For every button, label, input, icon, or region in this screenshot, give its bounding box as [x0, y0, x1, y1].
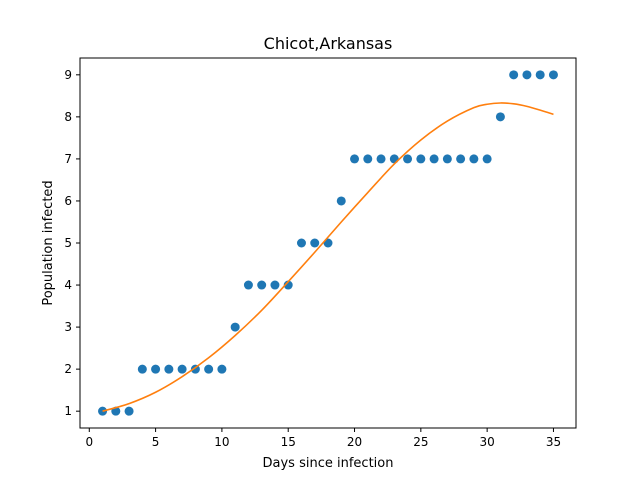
data-point	[350, 154, 360, 164]
data-point	[257, 280, 267, 290]
data-point	[151, 364, 161, 374]
data-point	[296, 238, 306, 248]
y-tick-label: 4	[64, 278, 72, 292]
data-point	[336, 196, 346, 206]
x-tick-label: 20	[347, 435, 362, 449]
data-point	[509, 70, 519, 80]
y-axis: 1 2 3 4 5 6 7 8 9	[64, 68, 80, 418]
y-tick-label: 3	[64, 320, 72, 334]
data-point	[283, 280, 293, 290]
x-tick-label: 10	[214, 435, 229, 449]
x-tick-label: 0	[85, 435, 93, 449]
y-axis-label: Population infected	[41, 180, 56, 305]
x-axis-label: Days since infection	[263, 456, 394, 471]
x-tick-label: 35	[546, 435, 561, 449]
data-point	[243, 280, 253, 290]
y-tick-label: 5	[64, 236, 72, 250]
data-point	[495, 112, 505, 122]
y-tick-label: 1	[64, 404, 72, 418]
data-point	[363, 154, 373, 164]
x-tick-label: 30	[480, 435, 495, 449]
data-point	[376, 154, 386, 164]
chart-marks	[98, 70, 558, 416]
y-tick-label: 6	[64, 194, 72, 208]
data-point	[310, 238, 320, 248]
data-point	[535, 70, 545, 80]
data-point	[230, 322, 240, 332]
data-point	[548, 70, 558, 80]
data-point	[469, 154, 479, 164]
x-axis: 0 5 10 15 20 25 30 35	[85, 428, 561, 449]
y-tick-label: 9	[64, 68, 72, 82]
data-point	[177, 364, 187, 374]
chart-title: Chicot,Arkansas	[264, 34, 393, 53]
y-tick-label: 8	[64, 110, 72, 124]
data-point	[124, 406, 134, 416]
data-point	[456, 154, 466, 164]
data-point	[442, 154, 452, 164]
data-point	[137, 364, 147, 374]
data-point	[522, 70, 532, 80]
data-point	[270, 280, 280, 290]
data-point	[204, 364, 214, 374]
x-tick-label: 5	[152, 435, 160, 449]
y-tick-label: 7	[64, 152, 72, 166]
x-tick-label: 15	[281, 435, 296, 449]
data-point	[217, 364, 227, 374]
data-point	[429, 154, 439, 164]
fit-curve	[102, 102, 554, 412]
x-tick-label: 25	[413, 435, 428, 449]
data-point	[416, 154, 426, 164]
data-point	[389, 154, 399, 164]
data-point	[164, 364, 174, 374]
y-tick-label: 2	[64, 362, 72, 376]
data-point	[482, 154, 492, 164]
data-point	[403, 154, 413, 164]
